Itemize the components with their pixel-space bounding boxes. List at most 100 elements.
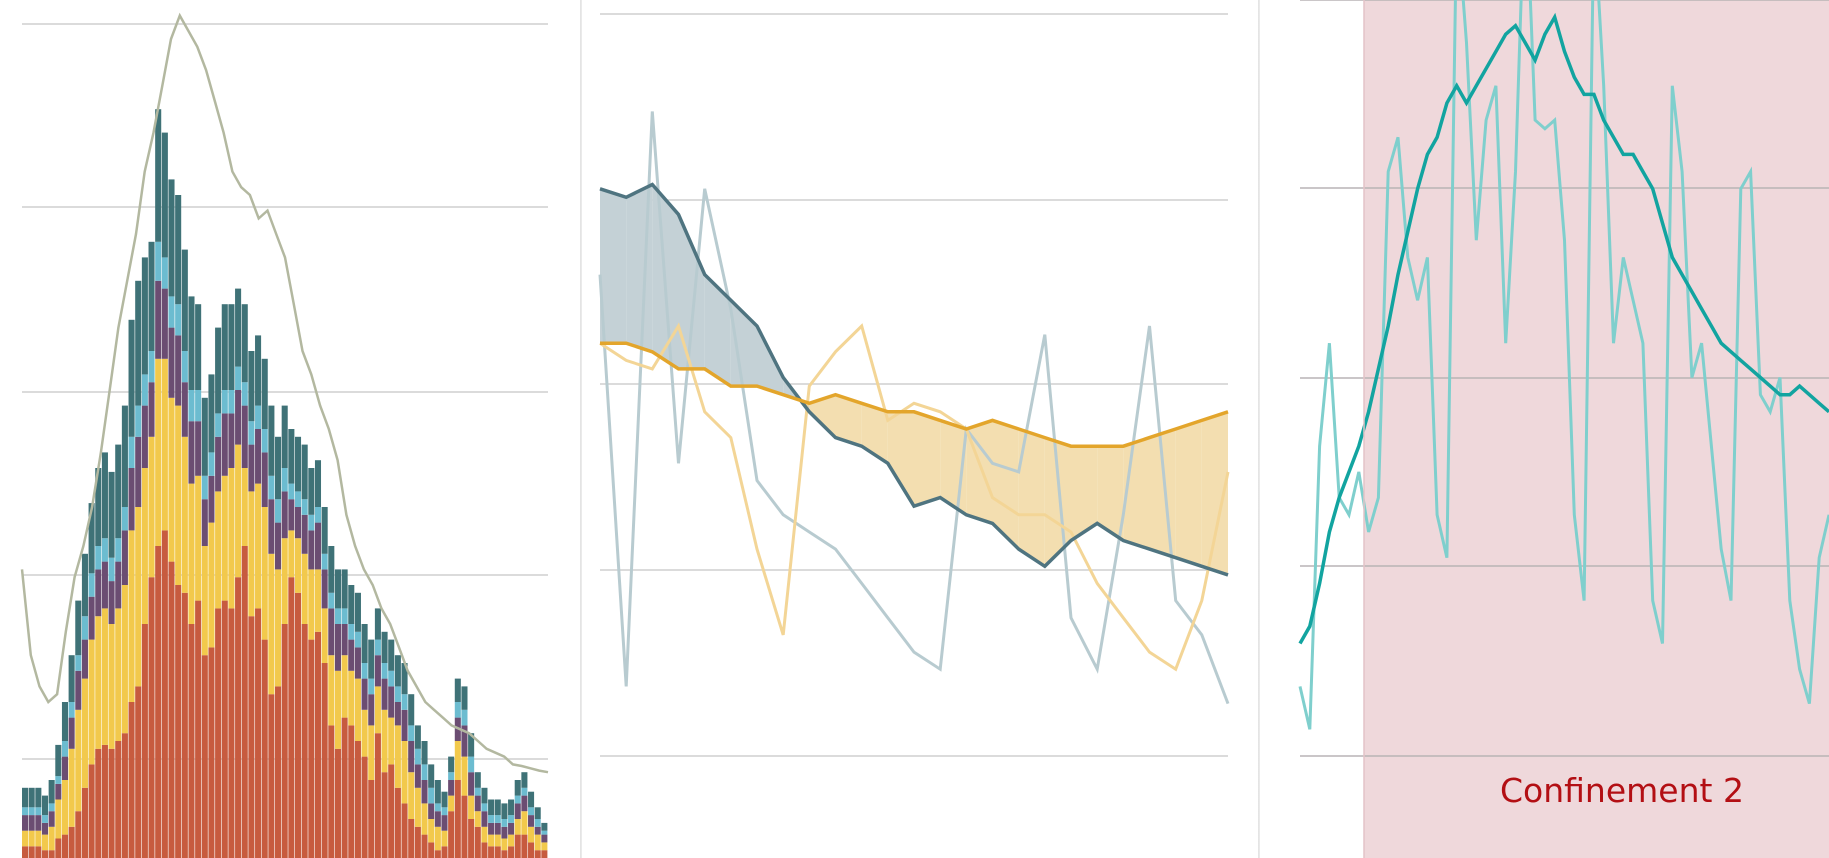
bar-segment (474, 826, 481, 858)
bar-segment (48, 803, 55, 812)
bar-segment (88, 639, 95, 765)
bar-segment (328, 725, 335, 858)
bar-segment (508, 815, 515, 823)
bar-segment (288, 429, 295, 484)
bar-segment (181, 382, 188, 437)
bar-segment (168, 327, 175, 398)
bar-segment (494, 799, 501, 816)
bar-segment (354, 678, 361, 741)
bar-segment (141, 374, 148, 406)
bar-segment (401, 803, 408, 858)
bar-segment (348, 624, 355, 640)
bar-segment (255, 429, 262, 484)
bar-segment (394, 702, 401, 726)
bar-segment (75, 811, 82, 858)
bar-segment (195, 421, 202, 476)
bar-segment (461, 795, 468, 858)
bar-segment (354, 592, 361, 632)
bar-segment (388, 717, 395, 765)
bar-segment (388, 639, 395, 671)
bar-segment (221, 413, 228, 476)
bar-segment (314, 522, 322, 570)
bar-segment (288, 577, 295, 858)
bar-segment (501, 819, 508, 827)
bar-segment (155, 358, 162, 546)
bar-segment (388, 670, 395, 687)
bar-segment (301, 499, 308, 515)
bar-segment (528, 842, 535, 858)
bar-segment (22, 815, 29, 831)
gap-fill (678, 214, 705, 369)
gap-fill (1044, 437, 1071, 567)
bar-segment (248, 491, 255, 617)
bar-segment (121, 530, 128, 585)
bar-segment (201, 499, 208, 546)
bar-segment (215, 436, 222, 492)
bar-segment (488, 815, 495, 823)
chart-line-area-panel (582, 0, 1260, 858)
bar-segment (408, 725, 415, 741)
bar-segment (255, 608, 262, 858)
gap-fill (1097, 446, 1124, 541)
bar-segment (155, 109, 162, 242)
bar-segment (61, 834, 69, 858)
bar-segment (414, 725, 421, 749)
bar-segment (341, 717, 348, 858)
raw-series-line (599, 322, 1230, 672)
bar-segment (121, 585, 128, 734)
bar-segment (261, 507, 268, 640)
gap-fill (704, 274, 731, 387)
bar-segment (541, 850, 548, 858)
bar-segment (374, 639, 381, 656)
bar-segment (508, 834, 515, 847)
bar-segment (314, 460, 322, 507)
bar-segment (261, 358, 268, 429)
bar-segment (361, 663, 368, 679)
bar-segment (48, 826, 55, 851)
confinement-line-chart: Confinement 2 (1298, 0, 1829, 858)
bar-segment (541, 842, 548, 851)
bar-segment (115, 561, 122, 609)
bar-segment (474, 795, 481, 812)
bar-segment (448, 772, 455, 780)
bar-segment (188, 421, 195, 484)
bar-segment (241, 546, 248, 858)
bar-segment (481, 826, 488, 843)
bar-segment (528, 807, 535, 816)
bar-segment (68, 655, 75, 702)
bar-segment (441, 830, 448, 847)
bar-segment (148, 577, 155, 858)
bar-segment (308, 530, 315, 570)
bar-segment (534, 819, 541, 827)
bar-segment (341, 624, 348, 656)
bar-segment (334, 624, 341, 671)
bar-segment (135, 686, 142, 858)
bar-segment (461, 709, 468, 726)
bar-segment (301, 444, 308, 500)
bar-segment (514, 803, 521, 819)
bar-segment (208, 374, 215, 453)
bar-segment (494, 815, 501, 823)
bar-segment (148, 241, 155, 351)
bar-segment (468, 733, 475, 757)
bar-segment (61, 702, 69, 741)
bar-segment (175, 405, 182, 585)
bar-segment (528, 826, 535, 843)
bar-segment (115, 608, 122, 741)
bar-segment (361, 624, 368, 663)
smoothed-series-line (599, 182, 1229, 577)
bar-segment (454, 702, 461, 718)
bar-segment (121, 405, 128, 507)
bar-segment (241, 382, 248, 406)
bar-segment (361, 709, 368, 757)
bar-segment (381, 663, 388, 679)
bar-segment (268, 499, 275, 554)
bar-segment (521, 795, 528, 812)
bar-segment (388, 764, 395, 858)
bar-segment (41, 834, 49, 851)
bar-segment (48, 850, 55, 858)
bar-segment (294, 507, 302, 539)
bar-segment (188, 296, 195, 390)
bar-segment (368, 639, 375, 679)
gap-fill (1071, 446, 1098, 541)
